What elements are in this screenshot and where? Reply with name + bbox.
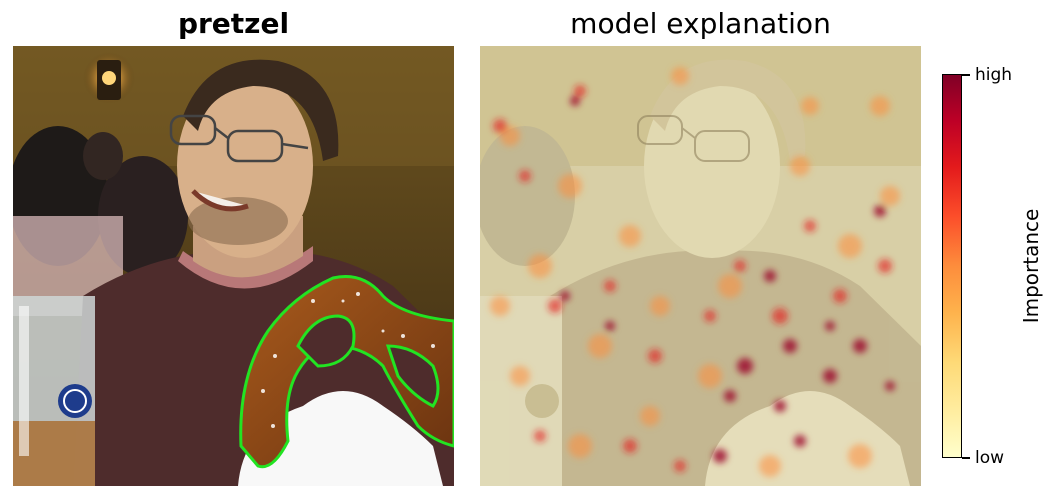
pretzel — [239, 275, 454, 469]
colorbar-label-low: low — [975, 448, 1005, 468]
glasses — [169, 114, 309, 163]
smile — [191, 189, 249, 212]
panel-title-image: pretzel — [177, 7, 290, 40]
colorbar-title: Importance — [1019, 208, 1043, 324]
colorbar-tick-high — [962, 74, 970, 76]
input-photo — [13, 46, 454, 486]
colorbar-label-high: high — [975, 65, 1013, 85]
napkin — [238, 391, 443, 486]
panel-title-explanation: model explanation — [570, 7, 831, 40]
colorbar-tick-low — [962, 457, 970, 459]
person-hair — [183, 59, 339, 161]
importance-colorbar — [942, 74, 962, 458]
explanation-heatmap — [480, 46, 921, 486]
beer-mug — [13, 296, 95, 486]
